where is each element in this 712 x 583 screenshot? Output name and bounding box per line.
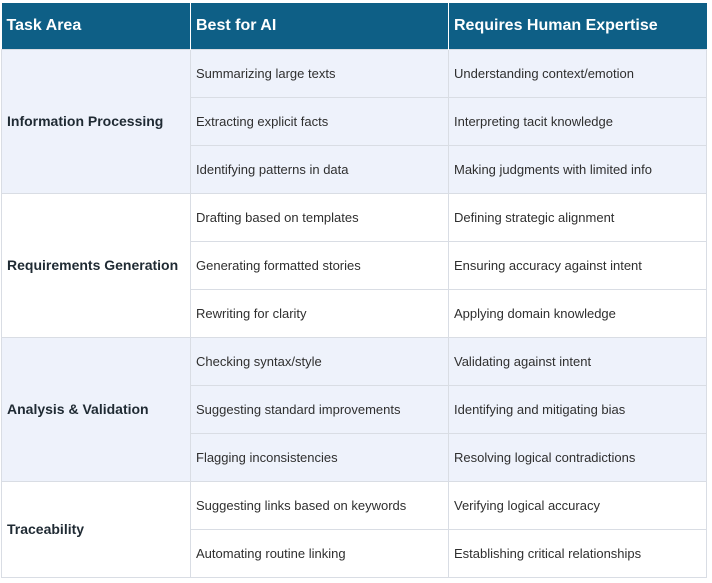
human-cell: Verifying logical accuracy	[448, 480, 707, 530]
human-cell: Identifying and mitigating bias	[448, 384, 707, 434]
ai-cell: Suggesting links based on keywords	[190, 480, 449, 530]
table-row: Traceability Suggesting links based on k…	[1, 480, 707, 578]
ai-cell: Suggesting standard improvements	[190, 384, 449, 434]
comparison-table-container: Task Area Best for AI Requires Human Exp…	[1, 3, 707, 578]
human-cell: Understanding context/emotion	[448, 48, 707, 98]
human-cell: Validating against intent	[448, 336, 707, 386]
human-cell: Defining strategic alignment	[448, 192, 707, 242]
ai-cell: Automating routine linking	[190, 528, 449, 578]
human-cell: Resolving logical contradictions	[448, 432, 707, 482]
ai-vs-human-table: Task Area Best for AI Requires Human Exp…	[1, 3, 707, 578]
task-area-cell: Analysis & Validation	[1, 336, 191, 482]
table-row: Information Processing Summarizing large…	[1, 48, 707, 194]
ai-cell: Rewriting for clarity	[190, 288, 449, 338]
table-body: Information Processing Summarizing large…	[1, 48, 707, 578]
task-area-cell: Requirements Generation	[1, 192, 191, 338]
table-row: Generating formatted stories Ensuring ac…	[2, 240, 707, 290]
table-row: Requirements Generation Drafting based o…	[1, 192, 707, 338]
table-row: Rewriting for clarity Applying domain kn…	[2, 288, 707, 338]
table-row: Flagging inconsistencies Resolving logic…	[2, 432, 707, 482]
ai-cell: Flagging inconsistencies	[190, 432, 449, 482]
table-row: Extracting explicit facts Interpreting t…	[2, 96, 707, 146]
table-header: Task Area Best for AI Requires Human Exp…	[1, 3, 707, 49]
task-area-cell: Information Processing	[1, 48, 191, 194]
human-cell: Making judgments with limited info	[448, 144, 707, 194]
table-row: Analysis & Validation Checking syntax/st…	[1, 336, 707, 482]
ai-cell: Extracting explicit facts	[190, 96, 449, 146]
human-cell: Applying domain knowledge	[448, 288, 707, 338]
table-row: Suggesting standard improvements Identif…	[2, 384, 707, 434]
task-area-cell: Traceability	[1, 480, 191, 578]
header-best-for-ai: Best for AI	[190, 3, 449, 49]
ai-cell: Generating formatted stories	[190, 240, 449, 290]
human-cell: Establishing critical relationships	[448, 528, 707, 578]
human-cell: Ensuring accuracy against intent	[448, 240, 707, 290]
header-requires-human-expertise: Requires Human Expertise	[448, 3, 707, 49]
header-row: Task Area Best for AI Requires Human Exp…	[1, 3, 707, 49]
ai-cell: Identifying patterns in data	[190, 144, 449, 194]
human-cell: Interpreting tacit knowledge	[448, 96, 707, 146]
ai-cell: Checking syntax/style	[190, 336, 449, 386]
table-row: Identifying patterns in data Making judg…	[2, 144, 707, 194]
header-task-area: Task Area	[1, 3, 191, 49]
ai-cell: Drafting based on templates	[190, 192, 449, 242]
ai-cell: Summarizing large texts	[190, 48, 449, 98]
table-row: Automating routine linking Establishing …	[2, 528, 707, 578]
